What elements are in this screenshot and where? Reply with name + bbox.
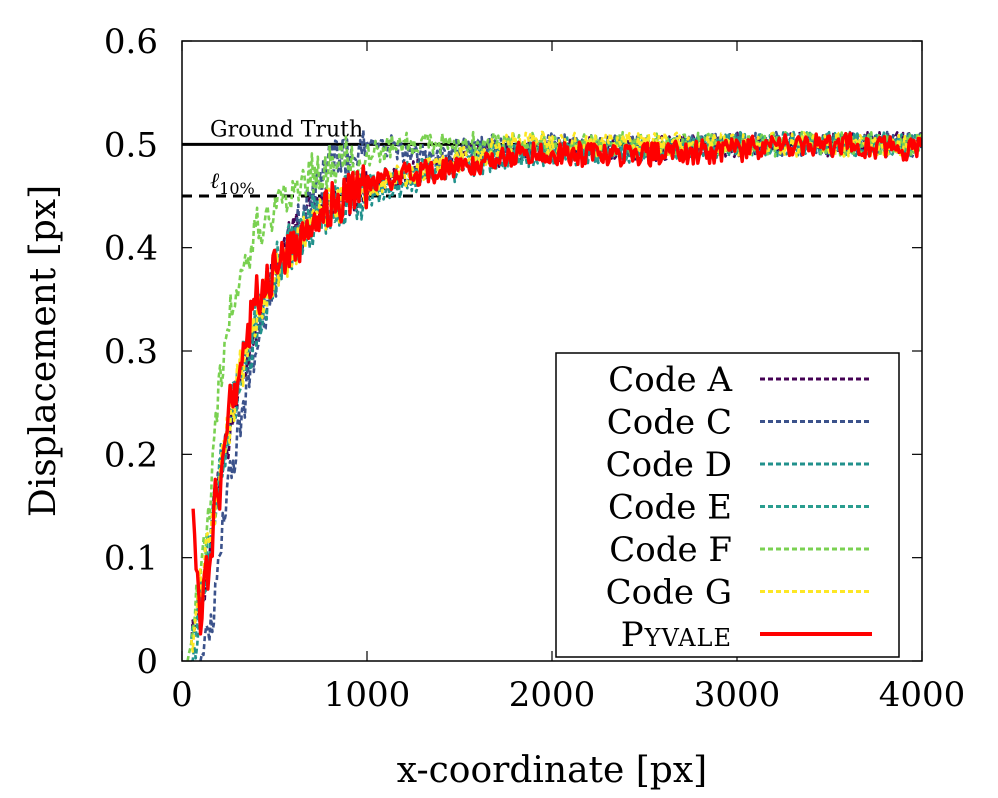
legend-label: Pyvale [621, 615, 732, 655]
reference-line-label: Ground Truth [210, 117, 363, 142]
legend-label: Code D [606, 445, 732, 485]
legend-label: Code G [606, 573, 732, 613]
legend-label: Code F [609, 530, 732, 570]
legend-label: Code C [607, 403, 732, 443]
series-line-code-g [190, 130, 922, 653]
series-line-code-f [186, 130, 922, 661]
series-line-pyvale [191, 131, 922, 636]
y-tick-label: 0 [136, 642, 158, 682]
y-tick-label: 0.4 [104, 229, 158, 269]
plot-frame [181, 40, 923, 662]
x-tick-label: 0 [171, 675, 193, 715]
y-tick-label: 0.3 [104, 332, 158, 372]
x-tick-label: 2000 [509, 675, 596, 715]
x-tick-label: 3000 [694, 675, 781, 715]
y-tick-label: 0.2 [104, 435, 158, 475]
x-tick-label: 4000 [879, 675, 966, 715]
legend-label: Code E [608, 488, 732, 528]
series-line-code-e [190, 130, 922, 640]
legend-label: Code A [608, 360, 732, 400]
y-tick-label: 0.1 [104, 539, 158, 579]
y-axis-label: Displacement [px] [23, 185, 64, 517]
y-tick-label: 0.6 [104, 22, 158, 62]
x-tick-label: 1000 [324, 675, 411, 715]
tick-labels: 0 1000 2000 3000 4000 0 0.1 0.2 0.3 0.4 0.5 0.6 [104, 22, 965, 715]
y-tick-label: 0.5 [104, 125, 158, 165]
series-lines [186, 129, 922, 661]
x-axis-label: x-coordinate [px] [397, 750, 707, 791]
